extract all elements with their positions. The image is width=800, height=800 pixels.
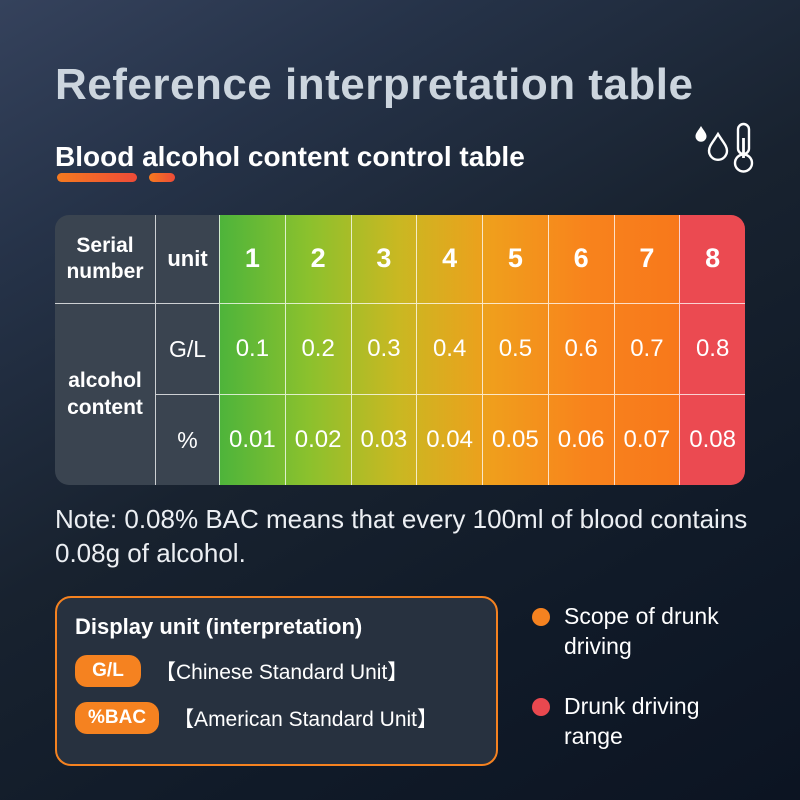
column-header-3: 3	[350, 215, 417, 303]
small-droplet-icon	[695, 126, 707, 142]
legend-label: Scope of drunk driving	[564, 603, 719, 659]
value-cell: 0.4	[416, 303, 482, 394]
display-unit-panel: Display unit (interpretation) G/L 【Chine…	[55, 596, 498, 766]
red-dot-icon	[532, 697, 550, 716]
large-droplet-icon	[707, 131, 729, 161]
value-cell: 0.1	[219, 303, 285, 394]
column-header-5: 5	[482, 215, 548, 303]
value-cell: 0.5	[482, 303, 548, 394]
droplet-thermometer-icon	[695, 122, 754, 173]
gl-standard-label: 【Chinese Standard Unit】	[155, 661, 409, 684]
value-cell: 0.7	[613, 303, 680, 394]
value-cell: 0.6	[547, 303, 614, 394]
value-cell: 0.2	[284, 303, 351, 394]
column-header-4: 4	[416, 215, 482, 303]
gl-unit-cell: G/L	[155, 303, 219, 394]
value-cell: 0.04	[416, 394, 482, 485]
note-text: Note: 0.08% BAC means that every 100ml o…	[55, 504, 748, 569]
value-cell: 0.01	[219, 394, 285, 485]
bac-badge: %BAC	[75, 702, 160, 734]
subtitle-underline	[57, 173, 175, 182]
unit-header: unit	[155, 215, 219, 303]
column-header-8: 8	[679, 215, 745, 303]
value-cell: 0.08	[679, 394, 745, 485]
column-header-2: 2	[284, 215, 351, 303]
water-thermometer-icons	[688, 120, 760, 181]
section-subtitle: Blood alcohol content control table	[55, 141, 525, 172]
serial-number-header: Serial number	[55, 215, 155, 303]
column-header-7: 7	[613, 215, 680, 303]
column-header-1: 1	[219, 215, 285, 303]
value-cell: 0.06	[547, 394, 614, 485]
value-cell: 0.02	[284, 394, 351, 485]
value-cell: 0.3	[350, 303, 417, 394]
column-header-6: 6	[547, 215, 614, 303]
bac-standard-label: 【American Standard Unit】	[173, 708, 439, 731]
panel-row-bac: %BAC 【American Standard Unit】	[75, 702, 478, 734]
panel-title: Display unit (interpretation)	[75, 614, 363, 639]
legend-label: Drunk driving range	[564, 692, 700, 749]
page-title: Reference interpretation table	[55, 60, 694, 109]
panel-row-gl: G/L 【Chinese Standard Unit】	[75, 655, 478, 687]
alcohol-content-row-label: alcohol content	[55, 303, 155, 485]
value-cell: 0.07	[613, 394, 680, 485]
legend-item-drunk-driving-range: Drunk driving range	[532, 692, 752, 752]
gl-badge: G/L	[75, 655, 141, 687]
percent-unit-cell: %	[155, 394, 219, 485]
value-cell: 0.03	[350, 394, 417, 485]
value-cell: 0.05	[482, 394, 548, 485]
bac-table: Serial number unit 1 2 3 4 5 6 7 8 alcoh…	[55, 215, 745, 485]
legend-item-drunk-driving-scope: Scope of drunk driving	[532, 602, 752, 662]
orange-dot-icon	[532, 608, 550, 626]
value-cell: 0.8	[679, 303, 745, 394]
legend: Scope of drunk driving Drunk driving ran…	[532, 602, 752, 752]
